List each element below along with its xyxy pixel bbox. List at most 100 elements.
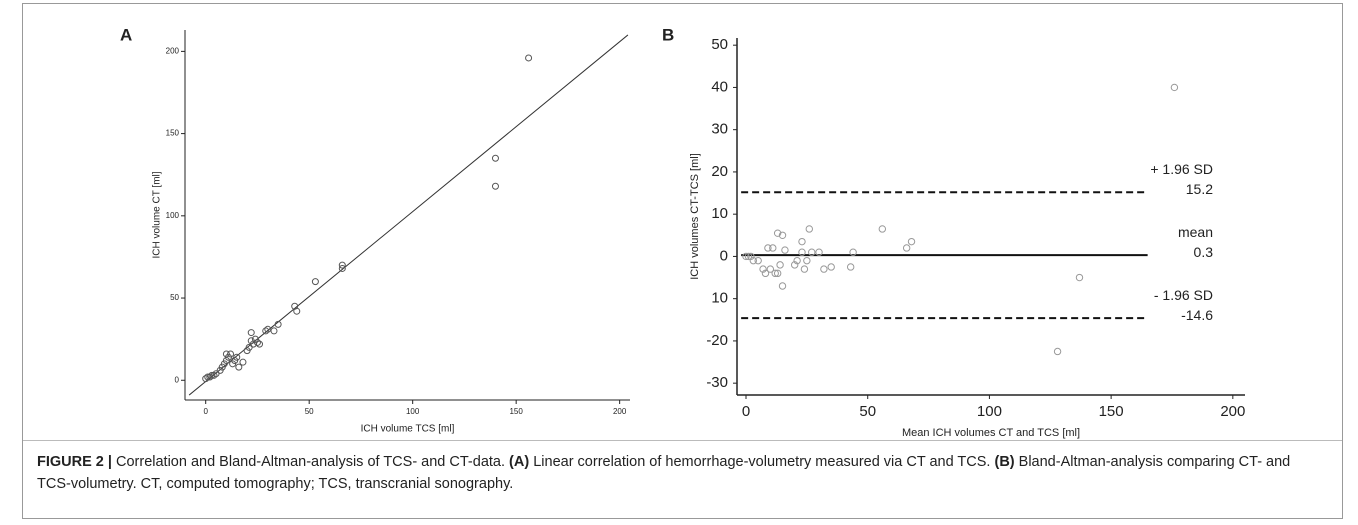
point (808, 248, 816, 256)
caption-figure: FIGURE 2 | (37, 454, 112, 470)
x-tick-label: 100 (406, 407, 420, 416)
y-tick-label: 40 (711, 78, 728, 95)
point (491, 154, 499, 162)
caption-label: (A) (509, 454, 530, 470)
y-tick-label: -30 (706, 374, 728, 391)
point (776, 261, 784, 269)
x-tick-label: 100 (977, 403, 1002, 420)
point (338, 261, 346, 269)
point (761, 269, 770, 278)
panel-label: A (120, 25, 132, 44)
y-tick-label: 30 (711, 121, 728, 138)
point (274, 320, 282, 328)
point (907, 237, 916, 246)
point (1170, 83, 1179, 92)
y-tick-label: 200 (166, 46, 180, 55)
point (759, 265, 767, 273)
point (800, 265, 809, 273)
caption-label: (B) (994, 454, 1015, 470)
x-tick-label: 0 (742, 403, 750, 420)
point (239, 358, 247, 366)
point (264, 325, 272, 333)
x-tick-label: 200 (613, 407, 627, 416)
point (878, 225, 887, 233)
reference-value: 15.2 (1186, 181, 1213, 197)
caption: FIGURE 2 | Correlation and Bland-Altman-… (37, 451, 1327, 495)
caption-text: Correlation and Bland-Altman-analysis of… (116, 454, 506, 470)
point (338, 264, 346, 272)
y-tick-label: 50 (711, 36, 728, 53)
x-axis-label: Mean ICH volumes CT and TCS [ml] (902, 427, 1080, 439)
reference-value: -14.6 (1181, 307, 1213, 323)
point (778, 282, 787, 290)
point (491, 182, 499, 190)
reference-label: + 1.96 SD (1150, 161, 1213, 177)
point (208, 371, 216, 379)
point (754, 256, 762, 265)
point (262, 327, 270, 335)
point (270, 327, 278, 335)
point (1053, 347, 1062, 356)
point (803, 256, 811, 265)
reference-label: - 1.96 SD (1154, 287, 1213, 303)
y-tick-label: 0 (175, 375, 180, 384)
x-tick-label: 50 (859, 403, 876, 420)
point (293, 307, 301, 315)
point (793, 256, 801, 265)
y-tick-label: 150 (166, 129, 180, 138)
y-axis-label: ICH volume CT [ml] (152, 171, 163, 258)
point (206, 373, 214, 381)
x-axis-label: ICH volume TCS [ml] (361, 424, 455, 435)
point (202, 375, 210, 383)
point (747, 252, 755, 261)
point (256, 340, 264, 348)
y-tick-label: 100 (166, 211, 180, 220)
point (773, 229, 782, 237)
fit-line (188, 34, 629, 396)
point (525, 54, 533, 62)
point (742, 252, 750, 261)
point (749, 256, 758, 265)
point (210, 371, 218, 379)
point (247, 329, 255, 337)
x-tick-label: 50 (305, 407, 314, 416)
point (773, 269, 782, 278)
point (233, 353, 241, 361)
y-tick-label: 50 (170, 293, 179, 302)
point (204, 373, 212, 381)
point (902, 244, 911, 252)
point (781, 246, 789, 254)
y-tick-label: 0 (720, 247, 728, 264)
point (253, 338, 261, 346)
panel-label: B (662, 25, 674, 44)
point (805, 225, 813, 233)
point (798, 248, 806, 256)
y-tick-label: 20 (711, 163, 728, 180)
point (849, 248, 857, 256)
y-tick-label: 10 (711, 205, 728, 222)
figure-frame (22, 3, 1343, 519)
reference-label: mean (1178, 224, 1213, 240)
point (766, 265, 775, 273)
point (311, 278, 319, 286)
point (798, 237, 806, 246)
point (771, 269, 779, 278)
x-tick-label: 0 (203, 407, 208, 416)
point (744, 252, 753, 261)
y-axis-label: ICH volumes CT-TCS [ml] (689, 153, 701, 280)
caption-text: Linear correlation of hemorrhage-volumet… (533, 454, 991, 470)
x-tick-label: 150 (1099, 403, 1124, 420)
x-tick-label: 150 (509, 407, 523, 416)
point (790, 261, 799, 269)
y-tick-label: 10 (711, 290, 728, 307)
caption-text: Bland-Altman-analysis comparing CT- and … (37, 454, 1291, 492)
point (764, 244, 772, 252)
point (227, 350, 235, 358)
y-tick-label: -20 (706, 332, 728, 349)
separator (23, 440, 1342, 441)
point (1075, 273, 1084, 282)
point (846, 263, 855, 271)
x-tick-label: 200 (1220, 403, 1245, 420)
